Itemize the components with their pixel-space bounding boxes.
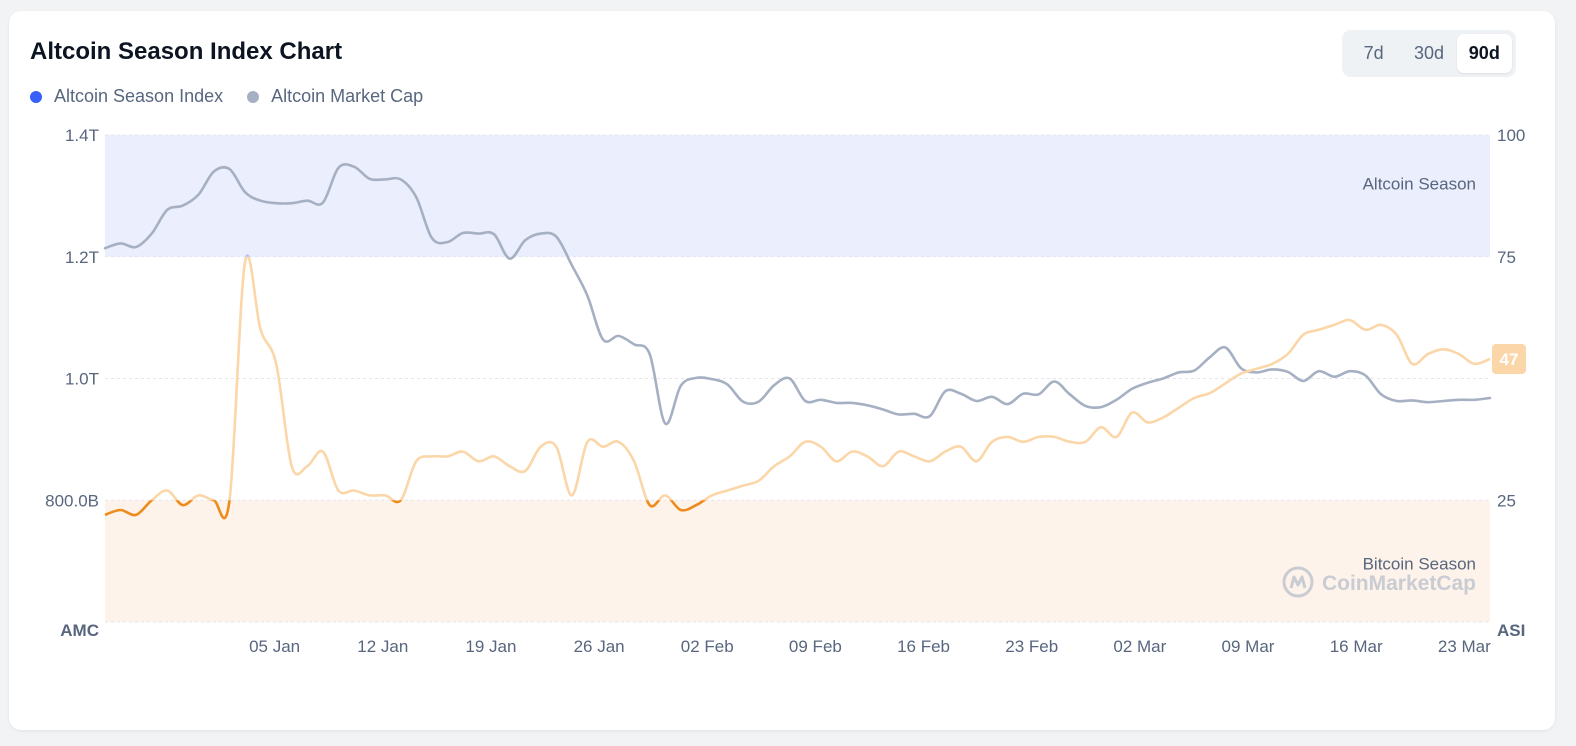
series-line-altcoin-season-index (149, 256, 1491, 501)
x-axis-tick-label: 26 Jan (574, 637, 625, 656)
left-axis-tick-label: 1.4T (65, 126, 99, 145)
legend-label: Altcoin Season Index (54, 86, 224, 106)
chart-legend: Altcoin Season Index Altcoin Market Cap (30, 86, 423, 107)
legend-item-altcoin-market-cap[interactable]: Altcoin Market Cap (247, 86, 423, 107)
zone-label-altcoin-season: Altcoin Season (1363, 175, 1476, 194)
left-axis-tick-label: 1.2T (65, 248, 99, 267)
zone-band-altcoin (105, 135, 1490, 257)
chart-title: Altcoin Season Index Chart (30, 38, 343, 65)
left-axis-tick-label: 800.0B (45, 491, 99, 510)
legend-dot-icon (30, 90, 42, 103)
range-button-90d[interactable]: 90d (1456, 34, 1512, 73)
watermark-text: CoinMarketCap (1322, 572, 1476, 595)
left-axis-tick-label: 1.0T (65, 370, 99, 389)
x-axis-tick-label: 16 Feb (897, 637, 950, 656)
zone-label-bitcoin-season: Bitcoin Season (1363, 555, 1476, 574)
x-axis-tick-label: 09 Mar (1222, 637, 1275, 656)
right-axis-tick-label: 100 (1497, 126, 1525, 145)
current-value-badge (1492, 344, 1526, 375)
right-axis-title: ASI (1497, 621, 1525, 640)
legend-item-altcoin-season-index[interactable]: Altcoin Season Index (30, 86, 223, 107)
series-line-altcoin-market-cap (103, 163, 1492, 426)
x-axis-tick-label: 05 Jan (249, 637, 300, 656)
x-axis-tick-label: 23 Feb (1005, 637, 1058, 656)
x-axis-tick-label: 09 Feb (789, 637, 842, 656)
coinmarketcap-logo-icon (1282, 566, 1314, 598)
x-axis-tick-label: 23 Mar (1438, 637, 1491, 656)
x-axis-tick-label: 16 Mar (1330, 637, 1383, 656)
left-axis-title: AMC (60, 621, 99, 640)
current-value-badge-text: 47 (1500, 350, 1519, 369)
legend-dot-icon (247, 90, 260, 103)
coinmarketcap-logo-mark (1289, 575, 1307, 589)
x-axis-tick-label: 02 Feb (681, 637, 734, 656)
right-axis-tick-label: 25 (1497, 491, 1516, 510)
range-button-7d[interactable]: 7d (1346, 34, 1401, 73)
x-axis-tick-label: 19 Jan (465, 637, 516, 656)
range-selector: 7d 30d 90d (1342, 30, 1516, 77)
legend-label: Altcoin Market Cap (271, 86, 424, 106)
x-axis-tick-label: 12 Jan (357, 637, 408, 656)
right-axis-tick-label: 75 (1497, 248, 1516, 267)
x-axis-tick-label: 02 Mar (1113, 637, 1166, 656)
zone-band-bitcoin (105, 500, 1490, 622)
range-button-30d[interactable]: 30d (1401, 34, 1456, 73)
